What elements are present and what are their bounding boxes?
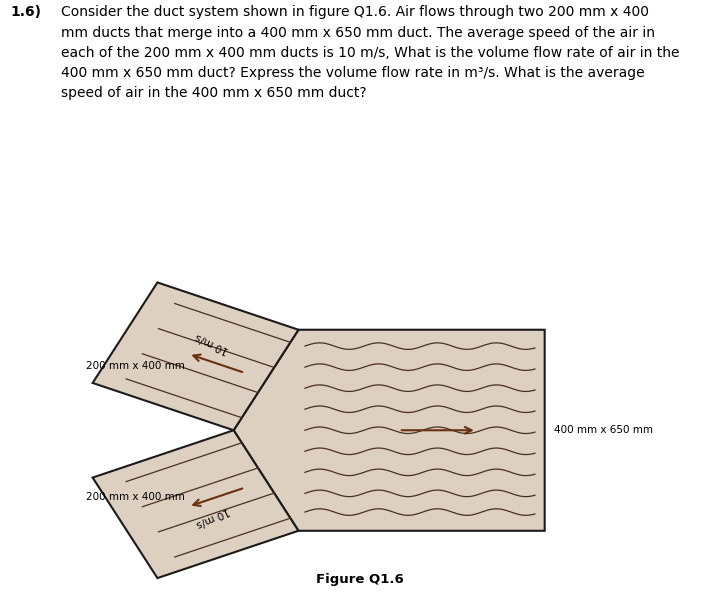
Text: 400 mm x 650 mm: 400 mm x 650 mm [554,425,654,435]
Text: 1.6): 1.6) [11,5,42,19]
Text: 10 m/s: 10 m/s [194,505,230,529]
Polygon shape [93,282,299,430]
Text: 200 mm x 400 mm: 200 mm x 400 mm [86,361,185,371]
Text: Figure Q1.6: Figure Q1.6 [316,573,404,587]
Text: Consider the duct system shown in figure Q1.6. Air flows through two 200 mm x 40: Consider the duct system shown in figure… [61,5,680,99]
Polygon shape [93,430,299,578]
Text: 10 m/s: 10 m/s [194,331,230,356]
Text: 200 mm x 400 mm: 200 mm x 400 mm [86,491,185,502]
Polygon shape [233,330,544,531]
